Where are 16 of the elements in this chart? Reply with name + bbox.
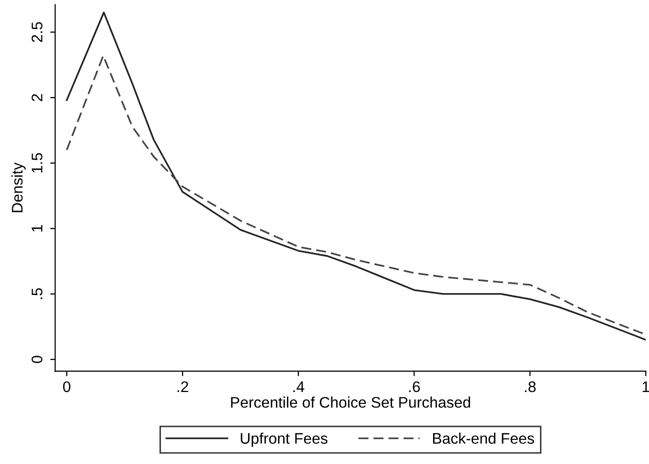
legend-label: Upfront Fees bbox=[240, 432, 328, 447]
y-tick-label: 1.5 bbox=[32, 153, 42, 172]
y-axis-title: Density bbox=[11, 162, 26, 212]
y-tick-label: 0 bbox=[32, 356, 42, 364]
x-tick-label: 1 bbox=[642, 381, 649, 392]
y-tick-label: 1 bbox=[32, 225, 42, 232]
y-tick-label: .5 bbox=[32, 288, 42, 299]
y-tick-label: 2.5 bbox=[32, 22, 42, 42]
x-tick-label: .4 bbox=[293, 381, 304, 392]
x-tick-label: .6 bbox=[409, 381, 420, 392]
x-axis-title: Percentile of Choice Set Purchased bbox=[231, 396, 470, 408]
y-tick-label: 2 bbox=[32, 94, 42, 102]
legend-label: Back-end Fees bbox=[433, 432, 534, 444]
x-tick-label: .8 bbox=[524, 381, 536, 392]
x-tick-label: 0 bbox=[63, 381, 70, 392]
x-tick-label: .2 bbox=[178, 381, 188, 392]
